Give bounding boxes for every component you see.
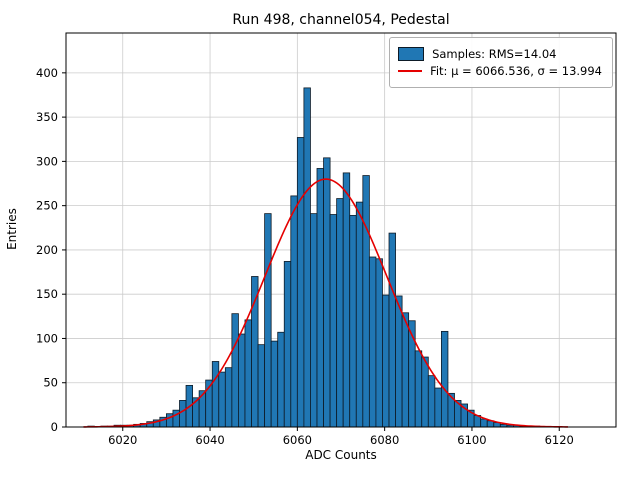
histogram-bar: [277, 331, 285, 428]
histogram-bar: [283, 261, 292, 428]
histogram-bar: [401, 312, 410, 428]
histogram-bar: [388, 232, 396, 428]
gaussian-fit-line: [83, 178, 568, 428]
y-tick-label: 0: [51, 420, 58, 434]
histogram-bar: [218, 371, 226, 428]
y-tick-label: 50: [43, 376, 58, 390]
histogram-bar: [303, 87, 311, 428]
y-axis-label: Entries: [5, 208, 19, 250]
histogram-bar: [375, 258, 383, 428]
x-tick-label: 6060: [283, 433, 312, 447]
legend-fit-label: Fit: μ = 6066.536, σ = 13.994: [430, 64, 602, 78]
histogram-bar: [323, 157, 331, 428]
legend-item-fit: Fit: μ = 6066.536, σ = 13.994: [398, 64, 602, 78]
histogram-bar: [421, 356, 429, 428]
histogram-bar: [349, 214, 357, 428]
y-tick-label: 300: [36, 154, 58, 168]
histogram-bar: [290, 195, 298, 428]
histogram-bar: [440, 330, 449, 428]
histogram-bar: [296, 137, 305, 428]
y-tick-label: 350: [36, 110, 58, 124]
histogram-bar: [329, 214, 338, 428]
x-tick-label: 6100: [457, 433, 486, 447]
axes-frame: [65, 32, 617, 428]
histogram-bar: [427, 375, 436, 428]
y-tick-label: 250: [36, 199, 58, 213]
x-tick-label: 6020: [108, 433, 137, 447]
y-tick-label: 100: [36, 331, 58, 345]
histogram-bar: [310, 213, 318, 428]
x-tick-label: 6080: [370, 433, 399, 447]
y-tick-label: 200: [36, 243, 58, 257]
x-tick-label: 6040: [195, 433, 224, 447]
x-axis-label: ADC Counts: [305, 448, 377, 462]
legend: Samples: RMS=14.04 Fit: μ = 6066.536, σ …: [389, 37, 613, 88]
legend-item-samples: Samples: RMS=14.04: [398, 47, 602, 61]
histogram-bar: [362, 175, 370, 428]
histogram-bar: [395, 295, 403, 428]
fit-line-swatch-icon: [398, 70, 423, 72]
histogram-bar: [257, 344, 266, 428]
histogram-bar: [231, 313, 239, 428]
histogram-bar: [238, 333, 246, 428]
samples-swatch-icon: [398, 47, 425, 61]
histogram-bar: [368, 256, 377, 428]
histogram-bar: [414, 350, 423, 428]
histogram-bar: [355, 201, 364, 428]
histogram-bar: [382, 294, 390, 428]
y-tick-label: 400: [36, 66, 58, 80]
histogram-bar: [336, 198, 344, 428]
chart-title: Run 498, channel054, Pedestal: [232, 12, 450, 28]
histogram-bar: [165, 413, 174, 428]
x-tick-label: 6120: [545, 433, 574, 447]
histogram-bar: [244, 319, 252, 428]
histogram-bar: [434, 387, 442, 428]
histogram-bar: [224, 367, 233, 428]
histogram-bar: [211, 361, 220, 428]
legend-samples-label: Samples: RMS=14.04: [432, 47, 557, 61]
histogram-bar: [316, 168, 324, 428]
histogram-bar: [480, 418, 488, 428]
histogram-bar: [264, 213, 272, 428]
histogram-bar: [179, 400, 187, 428]
y-tick-label: 150: [36, 287, 58, 301]
histogram-bar: [270, 340, 279, 428]
histogram-bar: [342, 172, 351, 428]
